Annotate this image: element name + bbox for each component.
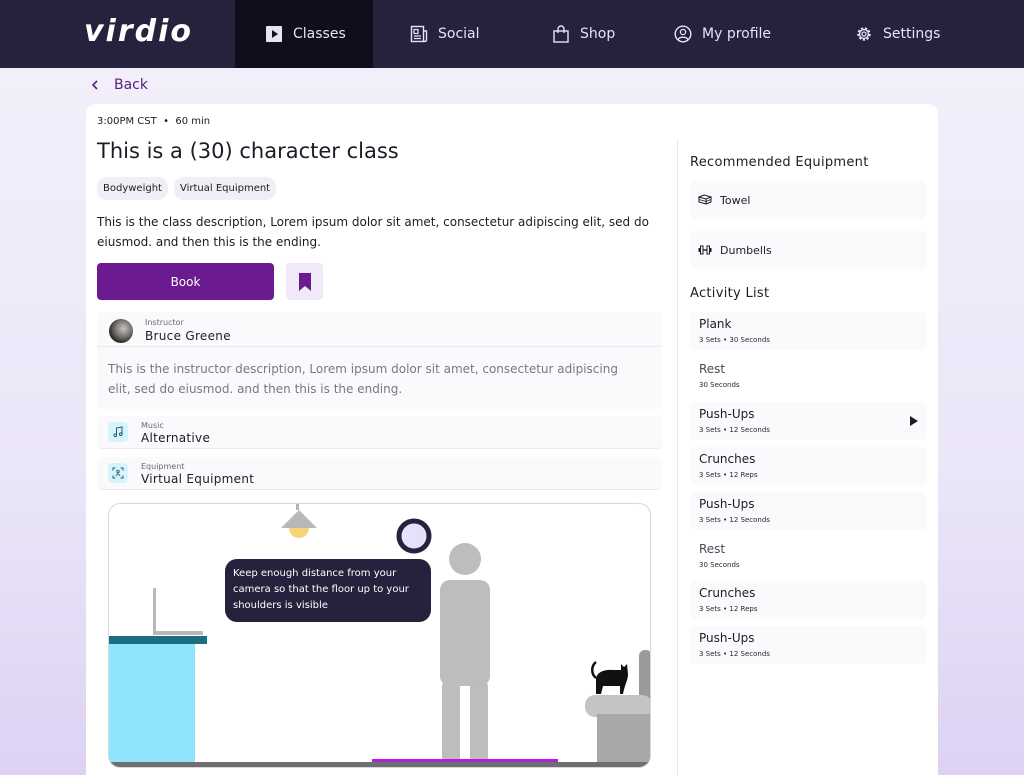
instructor-avatar — [109, 319, 133, 343]
towel-icon — [698, 194, 712, 205]
instructor-header: Instructor Bruce Greene — [97, 312, 662, 347]
bookmark-button[interactable] — [286, 263, 323, 300]
activity-detail: 3 Sets • 30 Seconds — [699, 336, 770, 344]
activity-detail: 3 Sets • 12 Reps — [699, 471, 758, 479]
activity-item-current[interactable]: Push-Ups 3 Sets • 12 Seconds — [690, 402, 927, 440]
play-icon — [910, 416, 918, 426]
activity-name: Push-Ups — [699, 497, 755, 511]
towel-label: Towel — [720, 193, 751, 207]
class-meta: 3:00PM CST • 60 min — [97, 116, 211, 127]
activity-name: Crunches — [699, 586, 756, 600]
nav-settings-label: Settings — [883, 26, 941, 42]
activity-detail: 3 Sets • 12 Seconds — [699, 650, 770, 658]
play-square-icon — [266, 26, 282, 42]
activity-detail: 3 Sets • 12 Seconds — [699, 516, 770, 524]
activity-item[interactable]: Rest 30 Seconds — [690, 537, 927, 575]
instructor-panel: Instructor Bruce Greene This is the inst… — [97, 312, 662, 409]
nav-classes-label: Classes — [293, 26, 346, 42]
activity-detail: 3 Sets • 12 Reps — [699, 605, 758, 613]
activity-item[interactable]: Push-Ups 3 Sets • 12 Seconds — [690, 492, 927, 530]
nav-my-profile-label: My profile — [702, 26, 772, 42]
column-divider — [677, 140, 678, 775]
activity-item[interactable]: Crunches 3 Sets • 12 Reps — [690, 447, 927, 485]
newspaper-icon — [410, 25, 428, 43]
tag-virtual-equipment: Virtual Equipment — [173, 177, 277, 200]
equipment-item-dumbells: Dumbells — [690, 231, 927, 269]
activity-item[interactable]: Plank 3 Sets • 30 Seconds — [690, 312, 927, 350]
activity-item[interactable]: Crunches 3 Sets • 12 Reps — [690, 581, 927, 619]
nav-social-label: Social — [438, 26, 480, 42]
shopping-bag-icon — [553, 25, 569, 43]
activity-name: Crunches — [699, 452, 756, 466]
chevron-left-icon — [91, 80, 98, 90]
music-value: Alternative — [141, 431, 211, 445]
nav-social[interactable]: Social — [410, 0, 480, 68]
equipment-row: Equipment Virtual Equipment — [97, 457, 662, 490]
music-note-icon — [108, 422, 128, 442]
bookmark-icon — [298, 272, 311, 291]
activity-name: Rest — [699, 362, 726, 376]
virdio-logo[interactable]: virdio — [84, 14, 194, 49]
camera-setup-illustration — [108, 503, 651, 768]
nav-shop-label: Shop — [580, 26, 616, 42]
nav-classes[interactable]: Classes — [235, 0, 373, 68]
class-title: This is a (30) character class — [97, 139, 399, 163]
activity-list-title: Activity List — [690, 286, 770, 301]
activity-detail: 30 Seconds — [699, 381, 740, 389]
nav-settings[interactable]: Settings — [855, 0, 940, 68]
activity-detail: 3 Sets • 12 Seconds — [699, 426, 770, 434]
recommended-equipment-title: Recommended Equipment — [690, 155, 869, 170]
instructor-name: Bruce Greene — [145, 329, 231, 343]
dumbells-label: Dumbells — [720, 243, 772, 257]
dumbbell-icon — [698, 245, 712, 255]
activity-name: Plank — [699, 317, 732, 331]
instructor-label: Instructor — [145, 318, 184, 327]
activity-name: Push-Ups — [699, 407, 755, 421]
equipment-value: Virtual Equipment — [141, 472, 255, 486]
activity-item[interactable]: Rest 30 Seconds — [690, 357, 927, 395]
back-link[interactable]: Back — [90, 77, 148, 93]
book-button[interactable]: Book — [97, 263, 274, 300]
equipment-item-towel: Towel — [690, 181, 927, 219]
camera-distance-tip: Keep enough distance from your camera so… — [225, 559, 431, 622]
activity-name: Rest — [699, 542, 726, 556]
gear-icon — [857, 27, 871, 41]
music-row: Music Alternative — [97, 416, 662, 449]
class-description: This is the class description, Lorem ips… — [97, 215, 649, 249]
music-label: Music — [141, 421, 164, 430]
virtual-equipment-icon — [108, 463, 128, 483]
top-nav: virdio Classes Social Shop My profile Se… — [0, 0, 1024, 68]
camera-setup-scene — [109, 504, 650, 767]
tag-bodyweight: Bodyweight — [97, 177, 168, 200]
activity-detail: 30 Seconds — [699, 561, 740, 569]
activity-item[interactable]: Push-Ups 3 Sets • 12 Seconds — [690, 626, 927, 664]
equipment-label: Equipment — [141, 462, 185, 471]
nav-shop[interactable]: Shop — [552, 0, 615, 68]
nav-my-profile[interactable]: My profile — [674, 0, 771, 68]
instructor-description: This is the instructor description, Lore… — [108, 362, 618, 396]
class-tags: Bodyweight Virtual Equipment — [97, 177, 277, 200]
user-circle-icon — [674, 25, 692, 43]
activity-name: Push-Ups — [699, 631, 755, 645]
back-label: Back — [114, 77, 148, 93]
